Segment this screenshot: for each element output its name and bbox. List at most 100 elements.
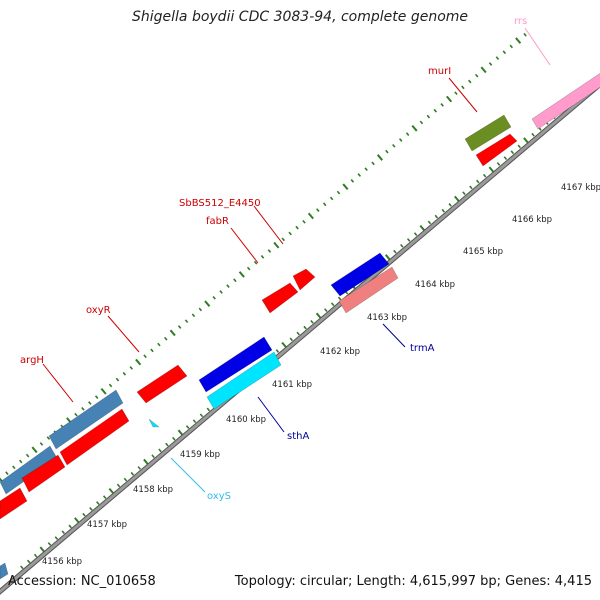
minor-tick: [296, 331, 300, 336]
gene-feature-oxyS[interactable]: [148, 418, 160, 428]
minor-tick: [496, 162, 501, 166]
gene-feature-fabR-a[interactable]: [292, 268, 316, 291]
minor-tick: [488, 62, 493, 66]
minor-tick: [102, 495, 107, 500]
minor-tick: [468, 79, 472, 84]
minor-tick: [33, 553, 38, 558]
minor-tick: [96, 501, 100, 505]
minor-tick: [47, 542, 52, 546]
gene-feature-fabR-b[interactable]: [261, 282, 299, 314]
scale-label: 4162 kbp: [320, 347, 360, 357]
major-tick: [100, 388, 107, 395]
callout-SbBS512: [253, 205, 284, 245]
minor-tick: [433, 108, 437, 113]
gene-label-SbBS512_E4450: SbBS512_E4450: [179, 198, 261, 209]
gene-features: [0, 72, 600, 580]
map-title: Shigella boydii CDC 3083-94, complete ge…: [131, 9, 469, 25]
minor-tick: [440, 103, 444, 107]
minor-tick: [393, 249, 397, 254]
minor-tick: [275, 349, 280, 353]
gene-feature-oxyR[interactable]: [136, 364, 188, 404]
gene-feature-steelblue-c[interactable]: [0, 562, 9, 580]
minor-tick: [454, 91, 458, 96]
accession-text: Accession: NC_010658: [8, 574, 156, 589]
minor-tick: [426, 114, 431, 119]
scale-label: 4156 kbp: [42, 557, 82, 567]
minor-tick: [371, 161, 375, 166]
gene-feature-blue-a[interactable]: [330, 252, 390, 297]
minor-tick: [441, 208, 445, 213]
minor-tick: [461, 85, 465, 90]
minor-tick: [172, 436, 176, 441]
scale-label: 4165 kbp: [463, 247, 503, 257]
minor-tick: [206, 407, 211, 412]
minor-tick: [143, 354, 147, 359]
minor-tick: [151, 454, 155, 459]
minor-tick: [413, 232, 418, 236]
major-tick: [376, 154, 384, 161]
minor-tick: [469, 185, 473, 190]
gene-feature-argH-a[interactable]: [48, 389, 124, 450]
gene-feature-blue-b[interactable]: [198, 336, 273, 393]
minor-tick: [61, 530, 66, 535]
minor-tick: [434, 214, 439, 219]
scale-label: 4167 kbp: [561, 183, 600, 193]
minor-tick: [26, 559, 31, 564]
scale-label: 4166 kbp: [512, 215, 552, 225]
scale-label: 4160 kbp: [226, 415, 266, 425]
callout-fabR: [230, 227, 259, 264]
major-tick: [169, 329, 176, 337]
gene-feature-sthA[interactable]: [206, 351, 282, 410]
minor-tick: [509, 44, 513, 49]
minor-tick: [219, 290, 223, 294]
scale-label: 4158 kbp: [133, 485, 173, 495]
minor-tick: [281, 237, 286, 242]
gene-label-oxyR: oxyR: [86, 305, 111, 316]
gene-label-oxyS: oxyS: [207, 491, 231, 502]
gene-label-argH: argH: [20, 355, 44, 366]
minor-tick: [5, 471, 9, 476]
minor-tick: [357, 173, 361, 177]
minor-tick: [400, 243, 404, 248]
minor-tick: [129, 366, 134, 370]
minor-tick: [427, 220, 432, 225]
minor-tick: [295, 225, 299, 230]
minor-tick: [192, 419, 197, 424]
minor-tick: [226, 284, 230, 288]
gene-feature-red-e[interactable]: [0, 487, 28, 520]
scale-label: 4157 kbp: [87, 520, 127, 530]
major-tick: [273, 241, 280, 249]
minor-tick: [233, 278, 237, 283]
minor-tick: [350, 179, 355, 183]
minor-tick: [531, 132, 535, 137]
minor-tick: [12, 465, 16, 470]
gene-feature-red[interactable]: [475, 133, 518, 167]
minor-tick: [503, 156, 508, 160]
minor-tick: [385, 149, 389, 154]
minor-tick: [199, 413, 204, 418]
minor-tick: [510, 150, 515, 155]
minor-tick: [329, 196, 334, 201]
major-tick: [0, 477, 4, 483]
minor-tick: [462, 191, 466, 196]
minor-tick: [502, 50, 507, 55]
minor-tick: [116, 483, 121, 488]
scale-label: 4159 kbp: [180, 450, 220, 460]
minor-tick: [495, 56, 500, 60]
major-tick: [135, 358, 142, 366]
minor-tick: [54, 536, 59, 540]
minor-tick: [150, 348, 154, 353]
gene-feature-trmA[interactable]: [338, 266, 399, 314]
minor-tick: [419, 120, 424, 125]
minor-tick: [130, 471, 135, 476]
gene-feature-murI[interactable]: [464, 114, 512, 152]
minor-tick: [122, 371, 127, 376]
minor-tick: [517, 144, 521, 149]
gene-feature-red-d[interactable]: [21, 454, 66, 493]
callout-oxyS: [170, 457, 206, 493]
major-tick: [204, 300, 211, 307]
gene-feature-red-c[interactable]: [59, 408, 130, 466]
gene-feature-pink[interactable]: [531, 72, 600, 130]
